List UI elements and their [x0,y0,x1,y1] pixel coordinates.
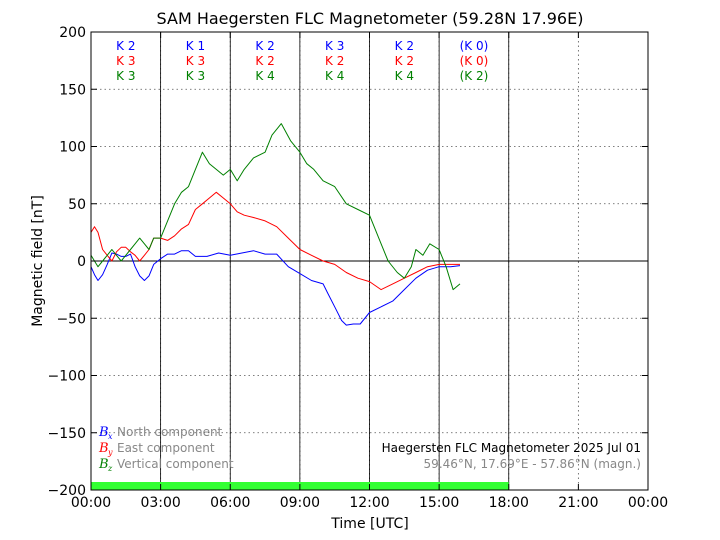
k-index-label: (K 2) [460,69,489,83]
k-index-label: K 4 [325,69,344,83]
legend-label: East component [117,441,215,455]
y-tick-label: −50 [56,311,86,327]
chart-title: SAM Haegersten FLC Magnetometer (59.28N … [157,9,584,28]
k-index-label: K 2 [255,54,274,68]
k-index-label: (K 0) [460,39,489,53]
k-index-label: (K 0) [460,54,489,68]
k-index-label: K 2 [325,54,344,68]
series-line-north-component [90,250,461,326]
legend-symbol: B [98,457,109,472]
x-tick-label: 18:00 [489,495,529,511]
y-tick-labels: −200 −150 −100 −50 0 50 100 150 200 [48,25,86,499]
x-axis-label: Time [UTC] [330,516,408,532]
legend-label: North component [117,425,223,439]
legend-symbol-subscript: z [107,464,113,473]
y-tick-label: 50 [68,197,86,213]
k-index-label: K 3 [325,39,344,53]
k-index-label: K 2 [255,39,274,53]
y-tick-label: −100 [48,369,86,385]
k-index-label: K 3 [186,69,205,83]
station-annotation-line2: 59.46°N, 17.69°E - 57.86°N (magn.) [424,457,641,471]
k-index-label: K 3 [116,69,135,83]
legend-label: Vertical component [117,457,234,471]
x-tick-label: 00:00 [628,495,668,511]
k-index-label: K 1 [186,39,205,53]
y-tick-label: −200 [48,483,86,499]
legend-symbol-subscript: y [107,448,113,457]
legend-symbol: B [98,425,109,440]
x-tick-label: 09:00 [280,495,320,511]
x-tick-label: 21:00 [558,495,598,511]
y-tick-label: 200 [59,25,86,41]
k-index-label: K 4 [395,69,414,83]
x-tick-label: 15:00 [419,495,459,511]
y-tick-label: 0 [77,254,86,270]
series-line-east-component [90,191,460,291]
x-tick-label: 00:00 [71,495,111,511]
station-annotation-line1: Haegersten FLC Magnetometer 2025 Jul 01 [382,441,641,455]
k-index-label: K 3 [116,54,135,68]
x-tick-label: 06:00 [210,495,250,511]
series-line-vertical-component [90,123,461,291]
x-tick-label: 03:00 [140,495,180,511]
y-axis-label: Magnetic field [nT] [30,195,46,327]
k-index-label: K 2 [395,39,414,53]
legend-symbol-subscript: x [108,432,113,441]
x-tick-label: 12:00 [349,495,389,511]
y-tick-label: 100 [59,140,86,156]
series-lines [90,123,461,326]
y-tick-label: −150 [48,426,86,442]
k-index-label: K 4 [255,69,274,83]
y-tick-label: 150 [59,82,86,98]
k-index-label: K 2 [116,39,135,53]
legend-symbol: B [98,441,109,456]
k-index-label: K 2 [395,54,414,68]
axis-ticks [90,31,649,491]
k-index-label: K 3 [186,54,205,68]
x-tick-labels: 00:00 03:00 06:00 09:00 12:00 15:00 18:00 21:00… [71,495,668,511]
